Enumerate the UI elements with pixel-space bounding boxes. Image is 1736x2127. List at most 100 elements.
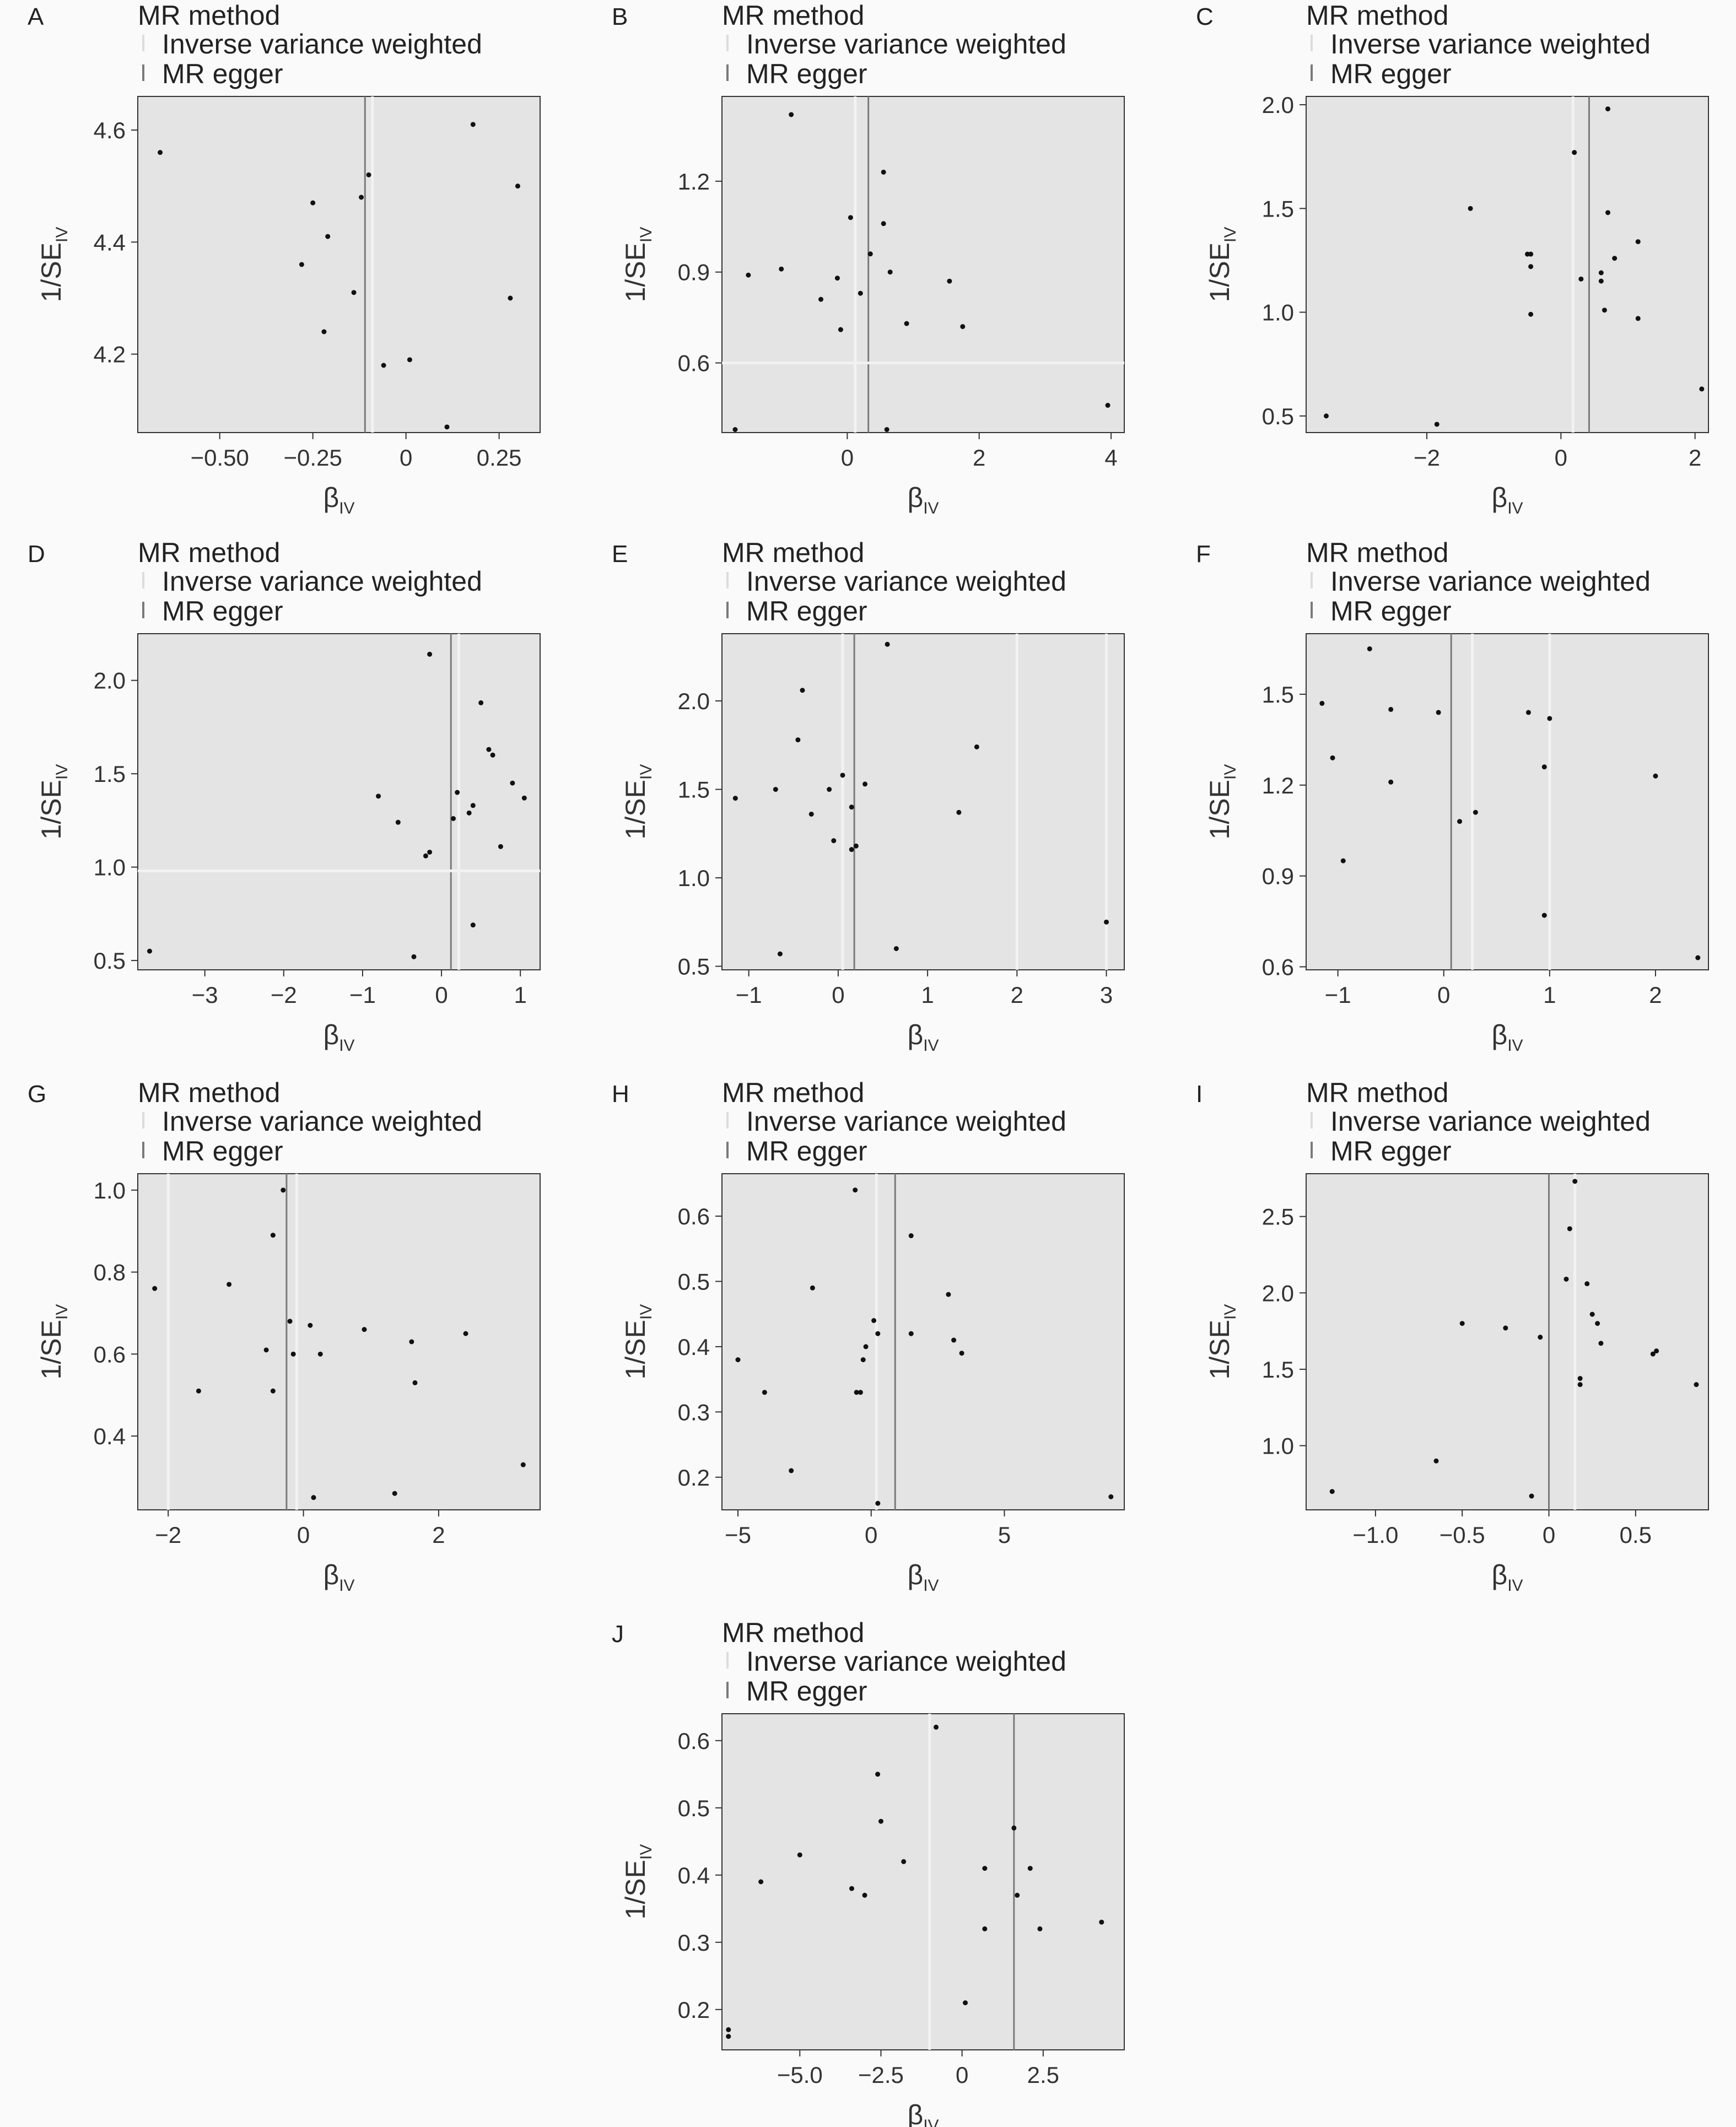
x-tick-label: −3: [192, 982, 218, 1008]
x-axis-title-sub: IV: [923, 1577, 939, 1595]
data-point: [863, 1344, 869, 1349]
data-point: [810, 1285, 815, 1291]
x-tick-label: 2: [1649, 982, 1662, 1008]
data-point: [1473, 809, 1478, 815]
data-point: [1595, 1321, 1600, 1326]
data-point: [789, 1468, 794, 1473]
data-point: [1528, 311, 1534, 317]
data-point: [281, 1187, 286, 1193]
panel-letter: G: [28, 1081, 46, 1108]
x-tick-label: −2.5: [858, 2062, 904, 2088]
x-axis-title: βIV: [1491, 482, 1523, 517]
y-tick-label: 1.0: [94, 1178, 126, 1203]
y-axis-title-sub: IV: [1221, 227, 1239, 242]
data-point: [732, 796, 738, 801]
legend-label: Inverse variance weighted: [746, 1106, 1066, 1137]
x-tick-label: 0: [1437, 982, 1450, 1008]
y-axis-title-sub: IV: [637, 1304, 655, 1320]
data-point: [1598, 1341, 1604, 1346]
data-point: [1099, 1919, 1104, 1925]
data-point: [858, 1390, 863, 1395]
data-point: [152, 1286, 158, 1291]
x-tick-label: 0.25: [477, 445, 522, 471]
legend-title: MR method: [1306, 0, 1448, 31]
y-axis-title-sub: IV: [1221, 764, 1239, 780]
data-point: [444, 424, 450, 430]
data-point: [884, 427, 889, 433]
data-point: [875, 1331, 881, 1336]
data-point: [773, 787, 778, 792]
data-point: [515, 183, 520, 189]
x-axis-title-main: β: [907, 482, 923, 513]
data-point: [1015, 1892, 1020, 1898]
legend-title: MR method: [722, 537, 864, 568]
y-tick-label: 4.2: [94, 342, 126, 368]
x-axis-title: βIV: [1491, 1559, 1523, 1595]
data-point: [904, 321, 909, 326]
data-point: [158, 150, 163, 155]
legend-label: MR egger: [746, 1676, 867, 1707]
y-tick-label: 4.6: [94, 117, 126, 143]
data-point: [860, 1357, 866, 1363]
data-point: [317, 1351, 323, 1357]
y-axis-title-sub: IV: [637, 1844, 655, 1860]
x-axis-title-main: β: [1491, 1019, 1507, 1050]
y-tick-label: 0.5: [678, 1268, 710, 1294]
data-point: [510, 780, 515, 786]
data-point: [1650, 1351, 1656, 1357]
x-tick-label: −1: [736, 982, 762, 1008]
x-tick-label: 3: [1100, 982, 1113, 1008]
y-tick-label: 0.2: [678, 1465, 710, 1491]
data-point: [1503, 1325, 1508, 1331]
data-point: [862, 1892, 867, 1898]
panel-letter: B: [612, 3, 628, 30]
data-point: [849, 847, 854, 852]
x-axis-title-main: β: [907, 1019, 923, 1050]
x-tick-label: 2: [973, 445, 985, 471]
y-axis-title-main: 1/SE: [1204, 780, 1235, 839]
data-point: [862, 781, 868, 787]
data-point: [359, 195, 364, 200]
data-point: [1104, 919, 1109, 925]
data-point: [196, 1388, 201, 1394]
y-tick-label: 2.0: [1262, 92, 1294, 118]
legend-label: MR egger: [746, 58, 867, 89]
data-point: [818, 296, 824, 302]
y-tick-label: 4.4: [94, 229, 126, 255]
data-point: [1457, 819, 1463, 824]
x-axis-title-main: β: [323, 482, 339, 513]
data-point: [758, 1879, 764, 1885]
x-tick-label: −0.25: [284, 445, 342, 471]
y-axis-title: 1/SEIV: [620, 1844, 655, 1920]
y-axis-title-main: 1/SE: [620, 1860, 651, 1919]
y-axis-title: 1/SEIV: [620, 227, 655, 303]
data-point: [463, 1331, 468, 1336]
legend-label: Inverse variance weighted: [1330, 29, 1651, 60]
legend-label: Inverse variance weighted: [746, 1646, 1066, 1677]
data-point: [1434, 422, 1440, 427]
data-point: [849, 805, 854, 810]
y-tick-label: 0.6: [1262, 954, 1294, 980]
y-axis-title-main: 1/SE: [36, 780, 67, 839]
x-tick-label: 0: [865, 1522, 877, 1548]
x-tick-label: 5: [998, 1522, 1011, 1548]
data-point: [777, 951, 783, 957]
data-point: [726, 2027, 731, 2032]
data-point: [795, 737, 801, 743]
data-point: [1529, 1493, 1534, 1499]
data-point: [1605, 210, 1610, 215]
data-point: [1612, 256, 1618, 261]
data-point: [779, 266, 784, 272]
y-tick-label: 1.2: [678, 169, 710, 195]
data-point: [1589, 1311, 1595, 1317]
x-axis-title-sub: IV: [339, 1577, 354, 1595]
data-point: [982, 1926, 988, 1931]
data-point: [1459, 1321, 1465, 1326]
x-tick-label: −1.0: [1352, 1522, 1398, 1548]
legend-label: MR egger: [1330, 1136, 1452, 1167]
plot-area: [1306, 1173, 1709, 1510]
